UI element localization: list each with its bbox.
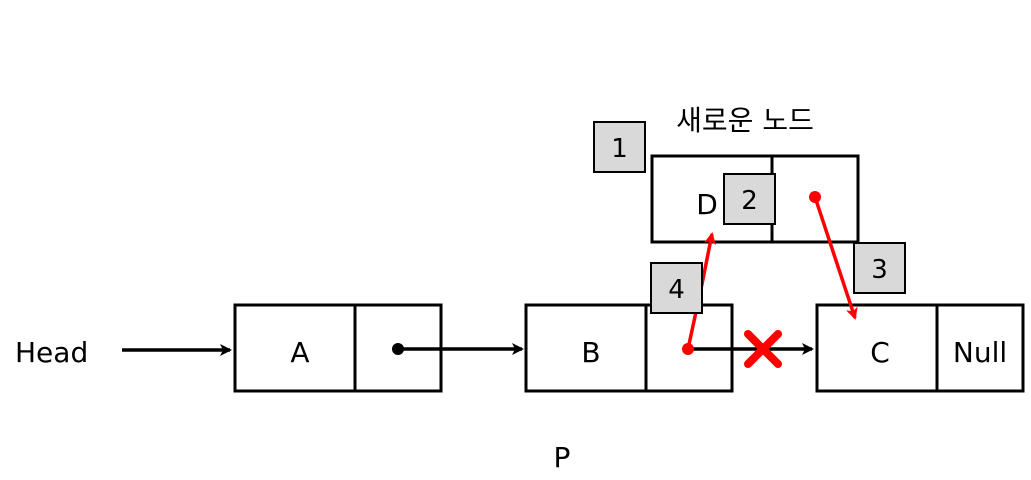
head-label: Head [15, 336, 88, 369]
step-badge-1-label: 1 [611, 134, 628, 164]
step-badge-3-label: 3 [871, 255, 888, 285]
pointer-p-label: P [554, 441, 571, 474]
node-c-null-label: Null [953, 336, 1007, 369]
node-c: C Null [815, 303, 1025, 393]
node-a-value: A [290, 336, 309, 369]
removed-link-x-icon [744, 330, 782, 368]
step-badge-2-label: 2 [741, 186, 758, 216]
node-d-value: D [696, 188, 718, 221]
step-badge-2: 2 [723, 173, 776, 225]
step-badge-1: 1 [593, 121, 646, 173]
step-badge-4-label: 4 [668, 275, 685, 305]
step-badge-3: 3 [853, 242, 906, 294]
step-badge-4: 4 [650, 262, 703, 314]
node-c-value: C [870, 336, 890, 369]
new-node-caption: 새로운 노드 [676, 104, 814, 137]
d-to-c-new-arrow [813, 196, 858, 320]
node-b-value: B [581, 336, 600, 369]
